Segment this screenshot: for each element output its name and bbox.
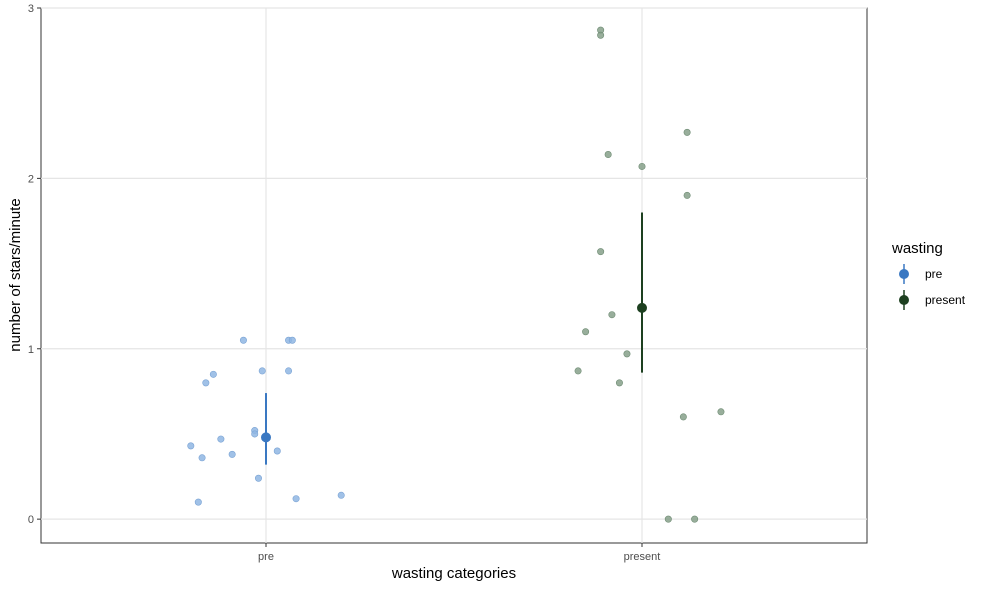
- data-point-present: [623, 350, 631, 358]
- data-point-pre: [273, 447, 281, 455]
- x-axis-title: wasting categories: [391, 565, 516, 582]
- data-point-pre: [254, 474, 262, 482]
- data-point-present: [717, 408, 725, 416]
- data-point-present: [638, 162, 646, 170]
- y-tick-label: 0: [28, 514, 34, 526]
- x-tick-label: pre: [258, 551, 274, 563]
- data-point-present: [604, 151, 612, 159]
- data-point-pre: [187, 442, 195, 450]
- axes-layer: 0 1 2 3 pre present: [28, 3, 660, 563]
- data-point-present: [615, 379, 623, 387]
- data-point-pre: [285, 367, 293, 375]
- y-axis-title: number of stars/minute: [7, 198, 24, 351]
- data-point-present: [664, 515, 672, 523]
- data-point-pre: [209, 370, 217, 378]
- data-point-pre: [258, 367, 266, 375]
- y-tick-label: 1: [28, 344, 34, 356]
- data-point-pre: [239, 336, 247, 344]
- summary-layer: [261, 212, 647, 465]
- data-point-pre: [288, 336, 296, 344]
- data-point-present: [574, 367, 582, 375]
- plot-panel: [40, 7, 868, 544]
- data-point-present: [582, 328, 590, 336]
- data-point-present: [597, 31, 605, 39]
- data-point-pre: [337, 491, 345, 499]
- legend-key-dot-present: [899, 295, 909, 305]
- legend-label-present: present: [925, 293, 966, 307]
- data-point-pre: [202, 379, 210, 387]
- legend: wasting pre present: [891, 240, 966, 310]
- data-point-present: [683, 128, 691, 136]
- legend-key-dot-pre: [899, 269, 909, 279]
- data-point-pre: [217, 435, 225, 443]
- data-point-present: [691, 515, 699, 523]
- points-layer: [187, 26, 725, 523]
- y-tick-label: 3: [28, 3, 34, 15]
- y-tick-label: 2: [28, 173, 34, 185]
- legend-label-pre: pre: [925, 267, 943, 281]
- legend-title: wasting: [891, 240, 943, 257]
- data-point-present: [597, 248, 605, 256]
- data-point-pre: [194, 498, 202, 506]
- data-point-present: [683, 191, 691, 199]
- data-point-pre: [198, 454, 206, 462]
- data-point-pre: [228, 450, 236, 458]
- mean-point-pre: [261, 432, 271, 443]
- mean-point-present: [637, 302, 647, 313]
- data-point-present: [608, 311, 616, 319]
- data-point-present: [679, 413, 687, 421]
- x-tick-label: present: [624, 551, 661, 563]
- data-point-pre: [251, 430, 259, 438]
- data-point-pre: [292, 495, 300, 503]
